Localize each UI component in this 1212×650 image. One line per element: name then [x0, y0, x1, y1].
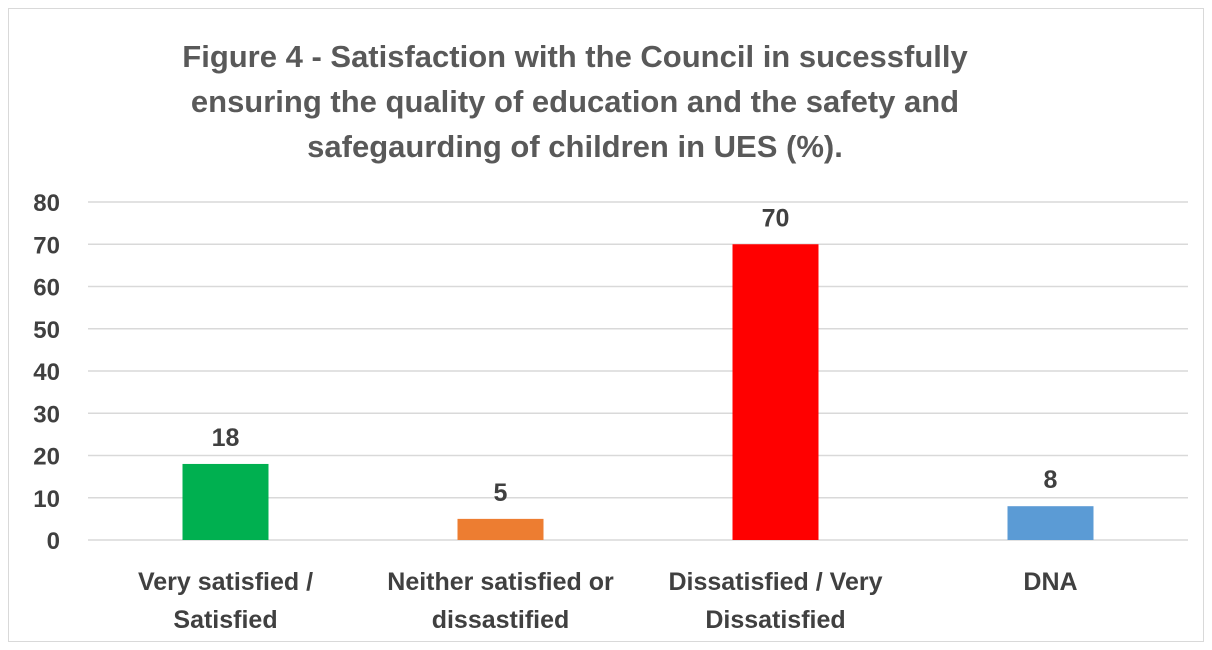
x-tick-label: Dissatisfied — [705, 606, 845, 634]
y-tick-label: 30 — [33, 401, 60, 428]
bar — [732, 244, 819, 540]
y-tick-label: 80 — [33, 190, 60, 217]
y-tick-label: 70 — [33, 232, 60, 259]
y-axis-ticks: 0 10 20 30 40 50 60 70 80 — [33, 190, 60, 555]
chart-title-line-1: Figure 4 - Satisfaction with the Council… — [182, 39, 968, 74]
chart-title-line-3: safegaurding of children in UES (%). — [307, 129, 843, 164]
bar — [457, 518, 544, 540]
x-tick-label: Dissatisfied / Very — [668, 568, 882, 596]
y-tick-label: 50 — [33, 317, 60, 344]
data-label: 5 — [494, 479, 508, 507]
y-tick-label: 10 — [33, 486, 60, 513]
data-label: 18 — [212, 424, 240, 452]
chart-title: Figure 4 - Satisfaction with the Council… — [100, 34, 1050, 169]
y-tick-label: 60 — [33, 275, 60, 302]
y-tick-label: 0 — [47, 528, 60, 555]
bars — [182, 244, 1094, 540]
data-label: 70 — [762, 204, 790, 232]
x-axis-labels: Very satisfied / Satisfied Neither satisfi… — [138, 568, 1078, 634]
bar — [182, 463, 269, 540]
bar — [1007, 506, 1094, 540]
y-tick-label: 20 — [33, 444, 60, 471]
x-tick-label: DNA — [1023, 568, 1077, 596]
x-tick-label: Very satisfied / — [138, 568, 313, 596]
y-tick-label: 40 — [33, 359, 60, 386]
x-tick-label: Neither satisfied or — [387, 568, 614, 596]
data-label: 8 — [1044, 466, 1058, 494]
data-labels: 18 5 70 8 — [212, 204, 1058, 507]
x-tick-label: dissastified — [432, 606, 570, 634]
gridlines — [88, 201, 1188, 541]
chart-title-line-2: ensuring the quality of education and th… — [190, 84, 960, 119]
x-tick-label: Satisfied — [173, 606, 277, 634]
